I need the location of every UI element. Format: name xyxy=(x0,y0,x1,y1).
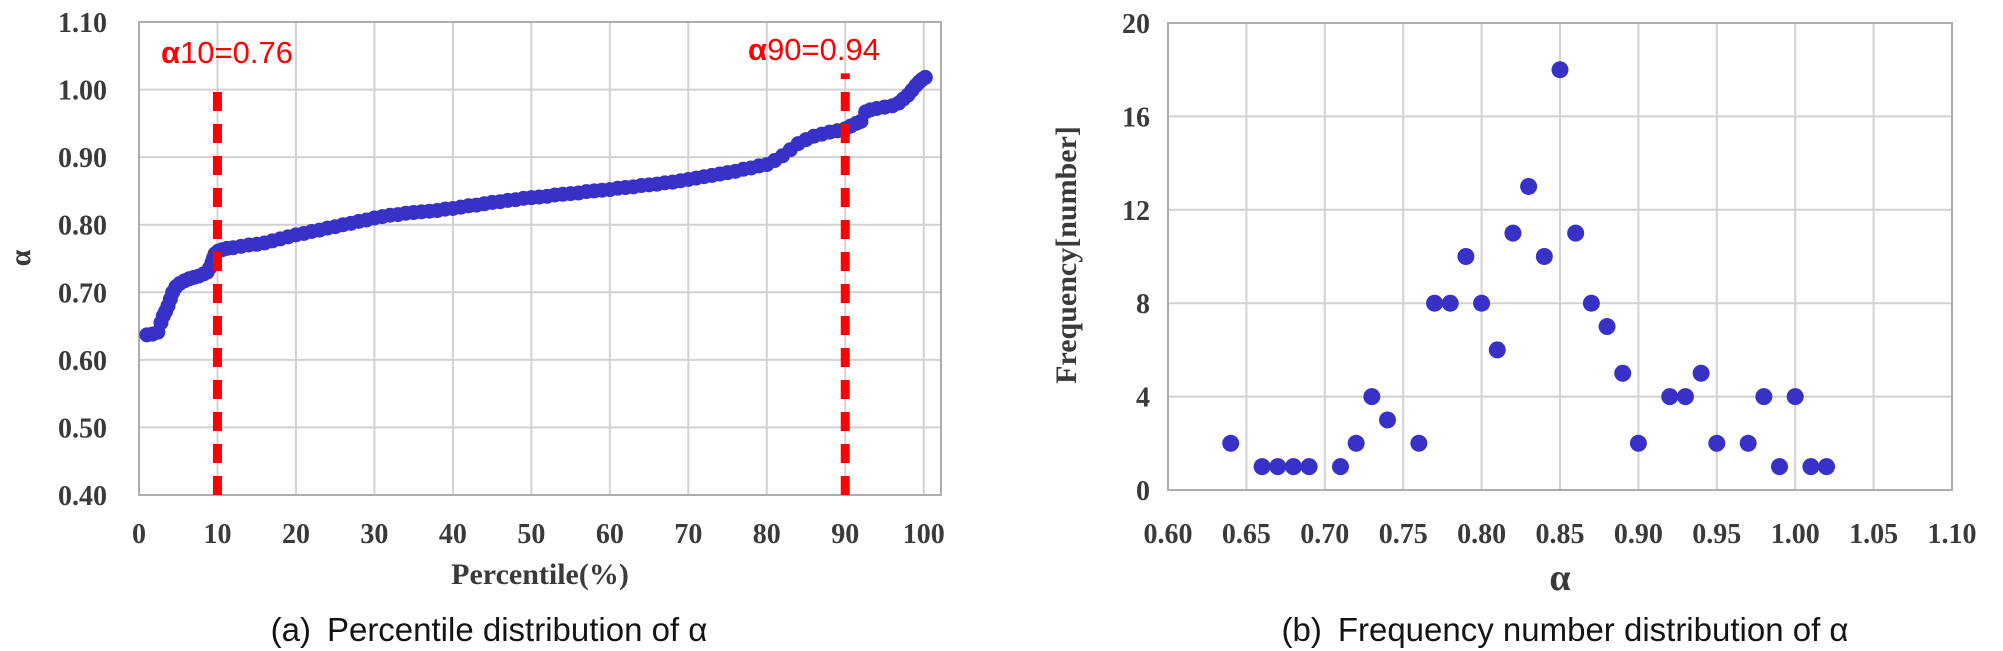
data-point xyxy=(1661,388,1679,406)
x-tick-label: 0.75 xyxy=(1379,519,1428,550)
data-point xyxy=(1755,388,1773,406)
x-tick-label: 0.60 xyxy=(1144,519,1193,550)
data-point xyxy=(1488,341,1506,359)
x-tick-label: 80 xyxy=(753,519,781,550)
data-point xyxy=(1582,294,1600,312)
chart-percentile: 0 10 20 30 40 50 60 70 80 90 100 1.10 1.00 0.90 0.80 0.… xyxy=(4,8,945,648)
data-point xyxy=(1676,388,1694,406)
data-point xyxy=(1739,434,1757,452)
annotation-alpha90-value: 90=0.94 xyxy=(767,32,880,67)
x-tick-label: 10 xyxy=(203,519,231,550)
caption-b-text: Frequency number distribution of α xyxy=(1338,611,1849,648)
data-point xyxy=(1818,458,1836,476)
y-tick-label: 8 xyxy=(1136,289,1150,320)
data-point xyxy=(1331,458,1349,476)
data-point xyxy=(917,69,933,85)
x-tick-label: 1.05 xyxy=(1849,519,1898,550)
data-point xyxy=(1300,458,1318,476)
x-tick-label: 100 xyxy=(903,519,945,550)
x-tick-label: 0 xyxy=(132,519,146,550)
caption-b: (b) Frequency number distribution of α xyxy=(1281,611,1848,648)
chart-frequency-plot-area: 0.60 0.65 0.70 0.75 0.80 0.85 0.90 0.95 1.00 1.05… xyxy=(1122,9,1977,550)
caption-a-prefix: (a) xyxy=(271,611,311,648)
data-point xyxy=(1504,224,1522,242)
y-axis-title-alpha: α xyxy=(4,249,37,266)
y-tick-label: 0.40 xyxy=(58,481,107,512)
x-tick-label: 0.65 xyxy=(1222,519,1271,550)
annotation-alpha10: α10=0.76 xyxy=(161,35,293,70)
x-tick-label: 1.00 xyxy=(1771,519,1820,550)
x-tick-label: 70 xyxy=(674,519,702,550)
y-axis-title-frequency: Frequency[number] xyxy=(1050,126,1083,384)
plot-border xyxy=(1167,22,1953,491)
x-tick-label: 1.10 xyxy=(1928,519,1977,550)
annotation-alpha10-value: 10=0.76 xyxy=(180,35,293,70)
data-point xyxy=(1363,388,1381,406)
data-point xyxy=(1692,364,1710,382)
y-tick-label: 0.60 xyxy=(58,346,107,377)
data-point xyxy=(1598,318,1616,336)
chart-percentile-plot-area: 0 10 20 30 40 50 60 70 80 90 100 1.10 1.00 0.90 0.80 0.… xyxy=(58,8,945,550)
data-point xyxy=(1786,388,1804,406)
data-point xyxy=(1441,294,1459,312)
data-point xyxy=(1771,458,1789,476)
data-point xyxy=(1473,294,1491,312)
annotation-alpha90-symbol: α xyxy=(748,32,767,67)
caption-a-text: Percentile distribution of α xyxy=(327,611,707,648)
y-tick-label: 1.00 xyxy=(58,76,107,107)
data-point xyxy=(1410,434,1428,452)
data-point xyxy=(1535,248,1553,265)
data-point xyxy=(1614,364,1632,382)
x-tick-label: 0.85 xyxy=(1536,519,1585,550)
y-tick-label: 0.80 xyxy=(58,211,107,242)
annotation-alpha10-symbol: α xyxy=(161,35,180,70)
x-tick-label: 0.90 xyxy=(1614,519,1663,550)
data-point xyxy=(1551,61,1569,79)
x-tick-label: 40 xyxy=(439,519,467,550)
data-point xyxy=(1802,458,1820,476)
caption-a: (a) Percentile distribution of α xyxy=(271,611,708,648)
data-point xyxy=(1426,294,1444,312)
data-point xyxy=(1222,434,1240,452)
data-point xyxy=(1379,411,1397,429)
data-point xyxy=(1269,458,1287,476)
x-tick-label: 0.80 xyxy=(1457,519,1506,550)
data-point xyxy=(1253,458,1271,476)
x-tick-label: 0.95 xyxy=(1692,519,1741,550)
x-tick-label: 90 xyxy=(831,519,859,550)
plot-border xyxy=(138,21,942,496)
data-point xyxy=(1457,248,1475,265)
y-tick-label: 0 xyxy=(1136,476,1150,507)
x-tick-label: 50 xyxy=(517,519,545,550)
data-point xyxy=(1629,434,1647,452)
x-axis-title-alpha: α xyxy=(1549,557,1570,599)
caption-b-prefix: (b) xyxy=(1281,611,1321,648)
x-tick-label: 30 xyxy=(360,519,388,550)
data-point xyxy=(1567,224,1585,242)
y-tick-label: 0.90 xyxy=(58,143,107,174)
x-axis-title-percentile: Percentile(%) xyxy=(451,558,629,591)
x-tick-label: 60 xyxy=(596,519,624,550)
chart-frequency: 0.60 0.65 0.70 0.75 0.80 0.85 0.90 0.95 1.00 1.05… xyxy=(1050,9,1977,648)
y-tick-label: 0.70 xyxy=(58,278,107,309)
x-tick-label: 0.70 xyxy=(1300,519,1349,550)
y-tick-label: 4 xyxy=(1136,383,1150,414)
y-tick-label: 16 xyxy=(1122,102,1150,133)
y-tick-label: 20 xyxy=(1122,9,1150,40)
data-point xyxy=(1520,177,1538,195)
y-tick-label: 1.10 xyxy=(58,8,107,39)
y-tick-label: 12 xyxy=(1122,196,1150,227)
data-point xyxy=(1284,458,1302,476)
y-tick-label: 0.50 xyxy=(58,413,107,444)
x-tick-label: 20 xyxy=(282,519,310,550)
data-point xyxy=(1347,434,1365,452)
data-point xyxy=(1708,434,1726,452)
annotation-alpha90: α90=0.94 xyxy=(748,32,880,67)
